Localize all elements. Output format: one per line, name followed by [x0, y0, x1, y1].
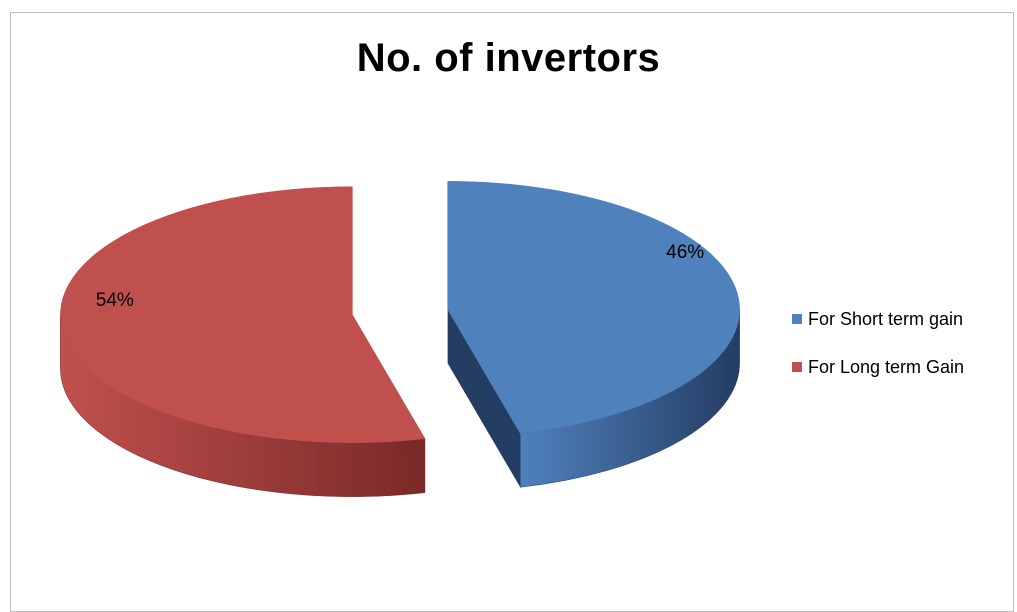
- legend-swatch-long-term: [792, 362, 802, 372]
- pie-chart: 46% 54%: [60, 181, 740, 497]
- pie-slice-1: [60, 186, 426, 443]
- chart-title: No. of invertors: [356, 36, 661, 80]
- legend-item-long-term: For Long term Gain: [792, 354, 964, 380]
- pie-cut-0-1: [447, 309, 521, 488]
- legend-label-long-term: For Long term Gain: [808, 356, 965, 377]
- legend-item-short-term: For Short term gain: [792, 306, 964, 332]
- pie-slice-label-1: 54%: [96, 290, 134, 311]
- legend-swatch-short-term: [792, 314, 802, 324]
- legend-label-short-term: For Short term gain: [808, 308, 964, 329]
- legend: For Short term gain For Long term Gain: [792, 306, 964, 402]
- pie-slice-label-0: 46%: [666, 242, 704, 263]
- pie-slice-0: [447, 181, 740, 434]
